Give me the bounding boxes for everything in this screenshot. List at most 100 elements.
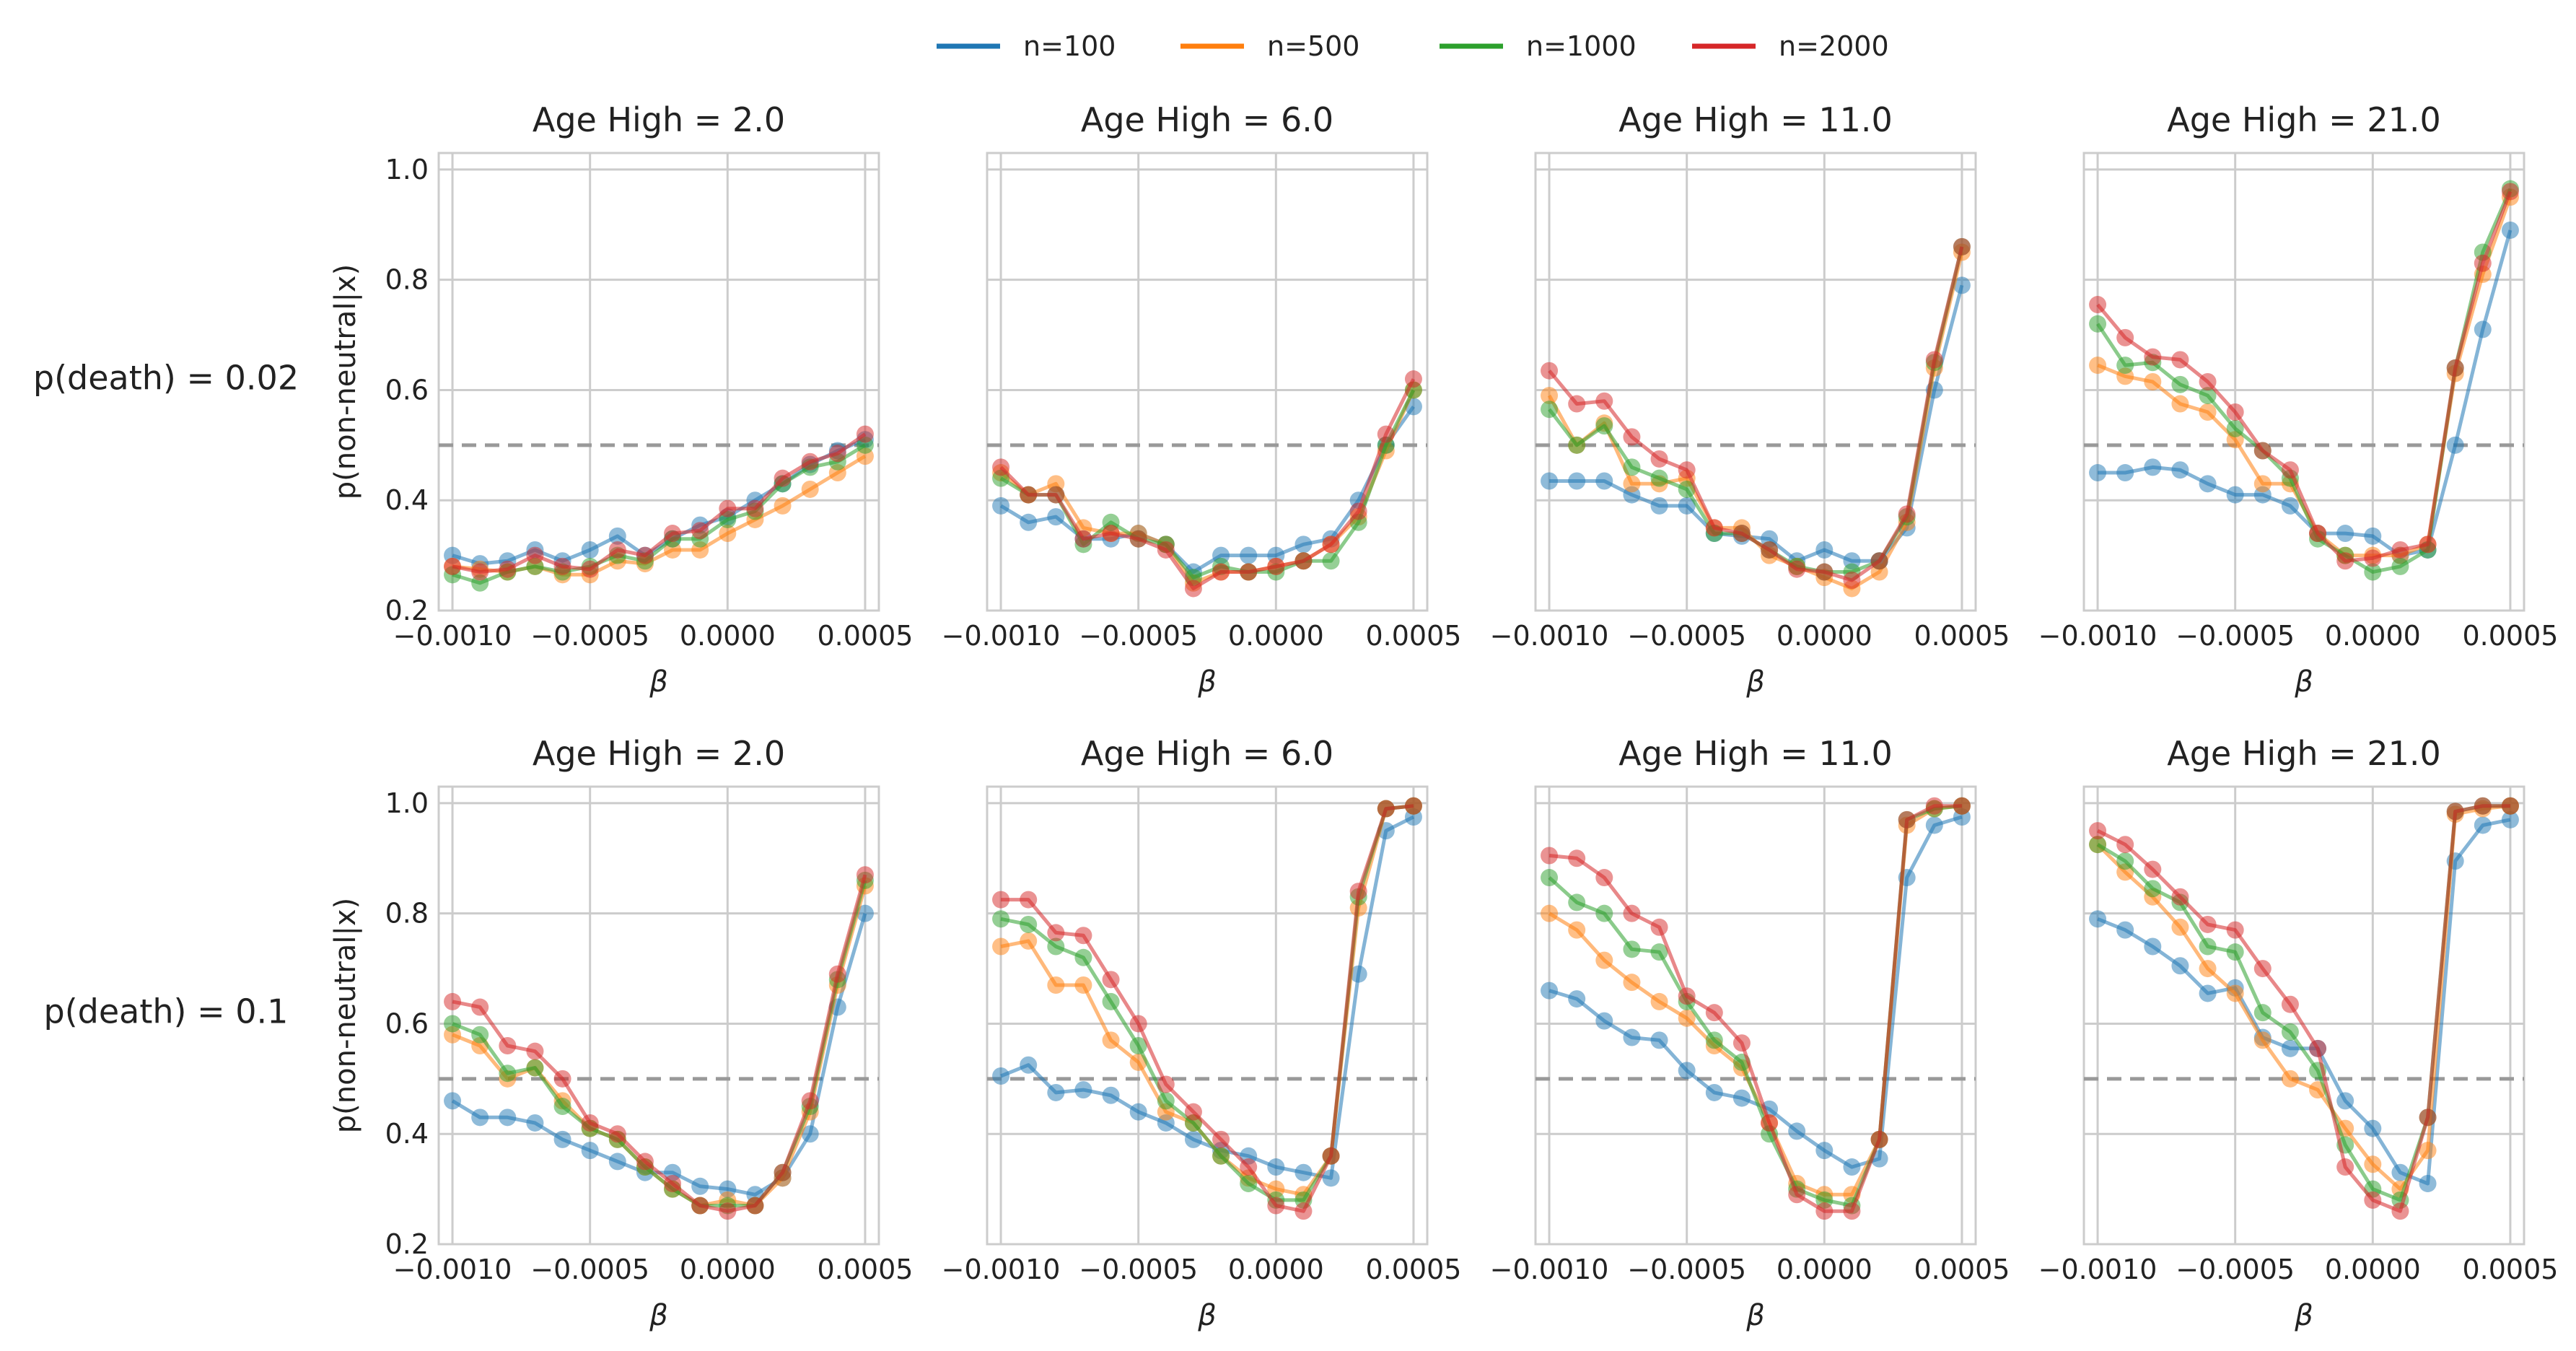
data-point — [992, 458, 1010, 476]
data-point — [608, 527, 626, 545]
panel-r2-c2: Age High = 6.0 −0.0010 −0.0005 0.0000 0.0005… — [942, 734, 1462, 1332]
data-point — [1595, 392, 1613, 410]
data-point — [1267, 1197, 1285, 1215]
data-point — [1020, 932, 1038, 950]
series-n-2000 — [1541, 797, 1971, 1220]
panel-title: Age High = 2.0 — [533, 100, 785, 139]
data-point — [2144, 458, 2162, 476]
data-point — [1650, 497, 1668, 515]
x-tick-label: −0.0005 — [1627, 1254, 1746, 1285]
data-point — [1705, 1004, 1723, 1022]
data-point — [2364, 1155, 2382, 1173]
data-point — [801, 1092, 819, 1110]
data-point — [1404, 370, 1422, 388]
data-point — [2116, 836, 2134, 854]
data-point — [553, 1130, 571, 1148]
data-point — [1377, 800, 1395, 818]
data-point — [2226, 419, 2244, 437]
data-point — [2199, 403, 2217, 421]
data-point — [1843, 1158, 1861, 1176]
data-point — [2501, 221, 2519, 239]
data-point — [2226, 921, 2244, 939]
data-point — [1650, 1031, 1668, 1049]
x-tick-label: −0.0010 — [1490, 620, 1609, 652]
series-line — [999, 405, 1415, 574]
data-point — [471, 998, 489, 1016]
data-point — [1322, 1169, 1340, 1187]
data-point — [992, 891, 1010, 909]
data-point — [499, 1109, 517, 1127]
data-point — [2171, 957, 2189, 975]
data-point — [1705, 519, 1723, 537]
data-point — [1623, 904, 1641, 922]
data-point — [2474, 254, 2492, 272]
legend: n=100 n=500 n=1000 n=2000 — [937, 30, 1889, 62]
data-point — [1843, 1202, 1861, 1220]
series-n-2000 — [992, 797, 1422, 1220]
data-point — [2501, 810, 2519, 828]
data-point — [1267, 557, 1285, 575]
data-point — [1020, 513, 1038, 531]
panel-title: Age High = 21.0 — [2167, 734, 2441, 773]
series-line — [2096, 804, 2510, 1213]
axes-frame — [437, 152, 880, 612]
data-point — [2336, 1092, 2354, 1110]
data-point — [2171, 888, 2189, 906]
legend-label: n=2000 — [1779, 30, 1889, 62]
series-line — [1000, 815, 1415, 1180]
data-point — [1595, 1012, 1613, 1030]
data-point — [856, 866, 874, 884]
data-point — [2253, 1031, 2271, 1049]
data-point — [1184, 580, 1202, 598]
data-point — [1815, 1142, 1834, 1160]
data-point — [691, 522, 709, 540]
data-point — [856, 904, 874, 922]
x-tick-label: 0.0000 — [1228, 1254, 1324, 1285]
data-point — [1102, 992, 1120, 1010]
data-point — [1129, 1103, 1147, 1121]
data-point — [1623, 1028, 1641, 1046]
data-point — [2281, 1039, 2299, 1057]
legend-item-n-2000: n=2000 — [1692, 30, 1889, 62]
panel-title: Age High = 6.0 — [1081, 100, 1333, 139]
x-tick-label: −0.0005 — [1079, 1254, 1198, 1285]
x-axis-label: β — [1745, 1299, 1765, 1332]
data-point — [1294, 1202, 1313, 1220]
data-point — [1129, 530, 1147, 548]
data-point — [1102, 1086, 1120, 1104]
data-point — [1678, 461, 1696, 479]
data-point — [2253, 475, 2271, 493]
legend-item-n-500: n=500 — [1180, 30, 1359, 62]
data-point — [2446, 359, 2464, 377]
data-point — [2144, 860, 2162, 878]
axes-frame — [2082, 785, 2525, 1246]
series-line — [452, 432, 867, 574]
data-point — [828, 445, 846, 463]
data-point — [746, 1197, 764, 1215]
data-point — [1761, 541, 1779, 559]
data-point — [636, 1153, 654, 1171]
data-point — [1541, 387, 1559, 405]
data-point — [2226, 403, 2244, 421]
data-point — [1157, 1092, 1175, 1110]
data-point — [992, 497, 1010, 515]
data-point — [1732, 1089, 1751, 1107]
row-label-1: p(death) = 0.02 — [33, 359, 299, 398]
x-tick-label: −0.0005 — [2176, 620, 2295, 652]
data-point — [2199, 475, 2217, 493]
data-point — [526, 1042, 544, 1060]
data-point — [1322, 535, 1340, 554]
y-tick-label: 0.4 — [385, 484, 429, 516]
data-point — [1595, 472, 1613, 490]
legend-label: n=500 — [1267, 30, 1359, 62]
panel-r2-c4: Age High = 21.0 −0.0010 −0.0005 0.0000 0.000… — [2038, 734, 2559, 1332]
legend-label: n=100 — [1023, 30, 1116, 62]
data-point — [1843, 571, 1861, 589]
series-line — [1001, 804, 1414, 1213]
x-tick-label: 0.0000 — [680, 620, 776, 652]
x-tick-label: −0.0010 — [942, 620, 1061, 652]
data-point — [1678, 1062, 1696, 1080]
data-point — [636, 546, 654, 564]
data-point — [1541, 401, 1559, 419]
data-point — [1294, 552, 1313, 570]
